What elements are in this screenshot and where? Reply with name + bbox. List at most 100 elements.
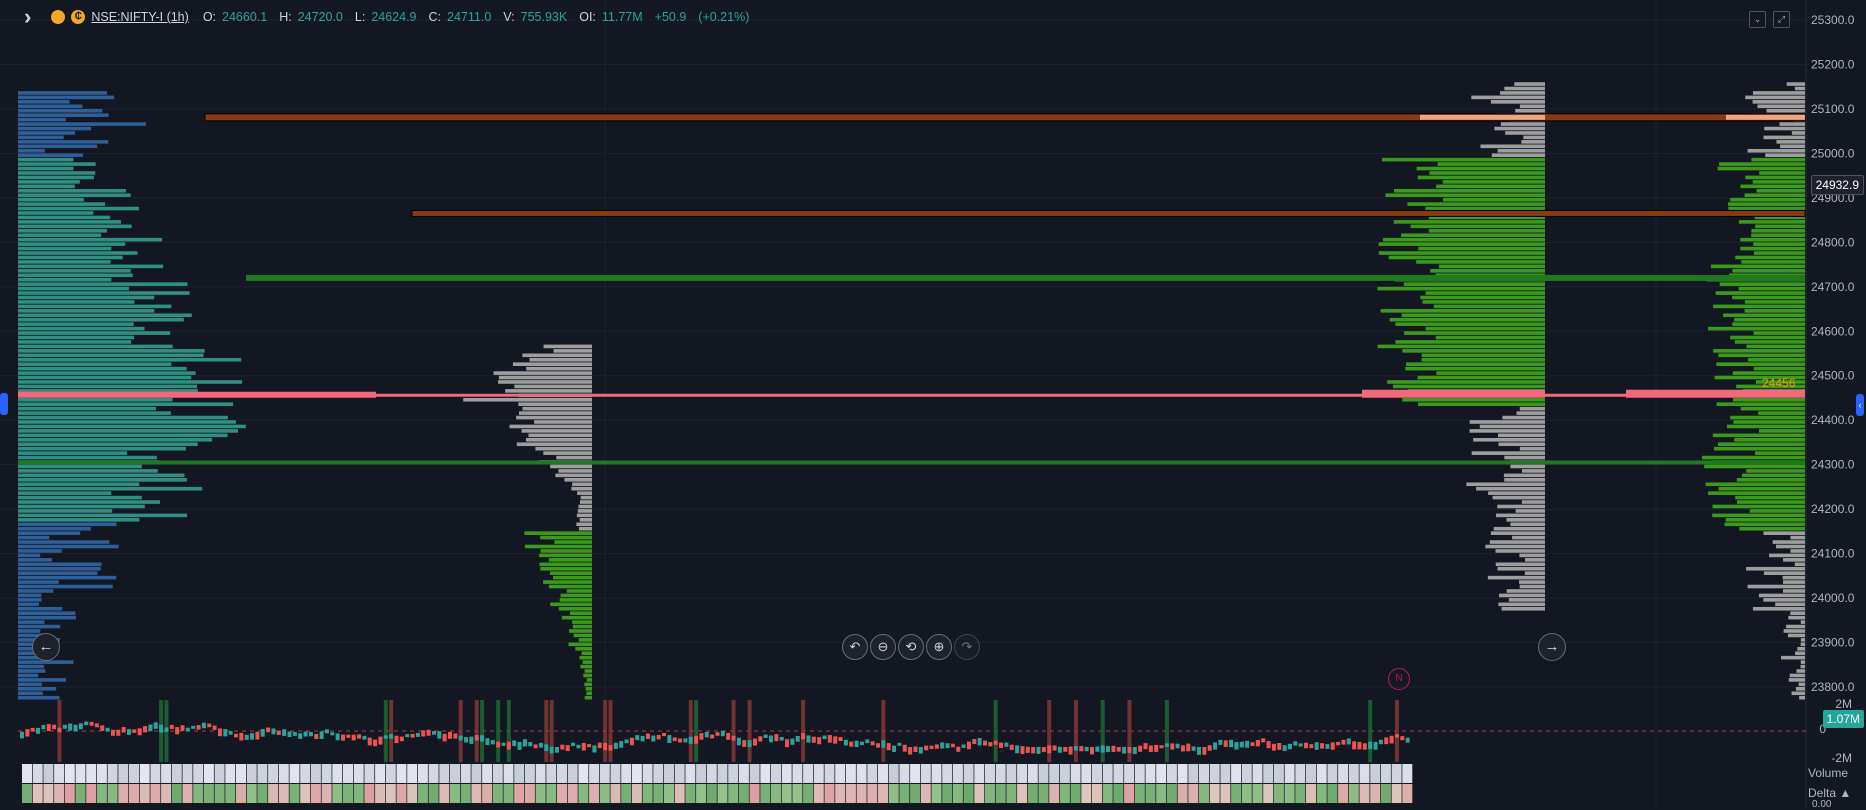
profile-bar-mid xyxy=(584,682,592,687)
profile-bar-c2 xyxy=(1787,633,1805,638)
delta-cell xyxy=(578,784,589,803)
profile-bar-mid xyxy=(586,691,592,696)
delta-cell xyxy=(1049,784,1060,803)
profile-bar-left xyxy=(18,473,185,478)
collapse-pane-button[interactable]: ⌄ xyxy=(1749,11,1766,28)
zoom-out-button[interactable]: ⊖ xyxy=(870,634,896,660)
profile-bar-left xyxy=(18,495,142,500)
delta-cell xyxy=(503,784,514,803)
scroll-back-button[interactable]: ← xyxy=(32,633,60,661)
profile-bar-c1 xyxy=(1502,415,1545,420)
volume-candle xyxy=(453,733,458,739)
event-marker[interactable]: N xyxy=(1388,668,1410,690)
profile-bar-left xyxy=(18,224,132,229)
volume-candle xyxy=(201,722,206,729)
delta-cell xyxy=(1263,764,1274,783)
profile-bar-c2 xyxy=(1704,464,1805,469)
profile-bar-c2 xyxy=(1753,242,1805,246)
right-edge-handle[interactable]: ‹ xyxy=(1856,394,1864,416)
delta-cell xyxy=(664,764,674,783)
delta-pane-label[interactable]: Delta ▲ xyxy=(1808,786,1852,800)
delta-cell xyxy=(1316,784,1327,803)
profile-bar-c2 xyxy=(1752,100,1805,104)
profile-bar-mid xyxy=(548,584,592,589)
volume-candle xyxy=(351,734,356,741)
delta-cell xyxy=(706,764,717,783)
delta-cell xyxy=(878,784,888,803)
profile-bar-left xyxy=(18,184,75,189)
profile-bar-left xyxy=(18,291,190,295)
profile-bar-c2 xyxy=(1758,593,1805,598)
chevron-right-icon[interactable]: › xyxy=(24,4,32,29)
delta-cell xyxy=(43,784,54,803)
redo-button[interactable]: ↷ xyxy=(954,634,980,660)
profile-bar-c1 xyxy=(1500,122,1545,126)
profile-bar-left xyxy=(18,437,213,442)
delta-cell xyxy=(567,784,578,803)
profile-bar-c2 xyxy=(1738,286,1805,291)
profile-bar-left xyxy=(18,384,198,389)
delta-cell xyxy=(1113,764,1124,783)
delta-cell xyxy=(171,784,182,803)
delta-cell xyxy=(1338,784,1349,803)
volume-candle xyxy=(908,747,913,755)
volume-candle xyxy=(747,740,752,748)
volume-candle xyxy=(1282,745,1287,752)
volume-candle xyxy=(234,733,238,738)
volume-candle xyxy=(1239,741,1244,748)
volume-candle xyxy=(629,737,634,746)
delta-cell xyxy=(1402,784,1413,803)
profile-bar-left xyxy=(18,535,50,540)
profile-bar-mid xyxy=(522,406,592,411)
volume-candle xyxy=(1057,746,1062,753)
currency-icon: ₵ xyxy=(71,10,86,24)
volume-candle xyxy=(1330,742,1335,750)
undo-button[interactable]: ↶ xyxy=(842,634,868,660)
profile-bar-mid xyxy=(580,500,592,504)
delta-cell xyxy=(1199,784,1209,803)
price-tick-label: 24000.0 xyxy=(1811,591,1855,605)
delta-cell xyxy=(995,784,1006,803)
profile-bar-mid xyxy=(568,642,592,647)
volume-candle xyxy=(52,724,57,730)
profile-bar-c1 xyxy=(1378,242,1545,246)
profile-bar-c1 xyxy=(1519,584,1545,589)
volume-candle xyxy=(827,735,832,743)
delta-cell xyxy=(321,764,332,783)
profile-bar-left xyxy=(18,429,239,433)
volume-candle xyxy=(1336,741,1341,746)
profile-bar-c2 xyxy=(1745,175,1805,180)
symbol-name[interactable]: NSE:NIFTY-I (1h) xyxy=(91,10,189,24)
volume-candle xyxy=(656,735,661,740)
volume-candle xyxy=(191,725,196,729)
delta-cell xyxy=(589,784,600,803)
profile-bar-mid xyxy=(516,415,592,420)
profile-bar-c1 xyxy=(1498,602,1545,607)
volume-candle xyxy=(239,732,244,741)
delta-cell xyxy=(75,784,86,803)
volume-candle xyxy=(1041,747,1046,753)
volume-candle xyxy=(132,729,137,733)
profile-bar-c1 xyxy=(1416,260,1545,264)
delta-cell xyxy=(1370,764,1381,783)
profile-bar-c2 xyxy=(1775,544,1805,549)
delta-cell xyxy=(1338,764,1349,783)
zoom-in-button[interactable]: ⊕ xyxy=(926,634,952,660)
left-edge-handle[interactable] xyxy=(0,393,8,415)
volume-candle xyxy=(367,737,372,746)
poc-highlight xyxy=(1726,114,1805,120)
profile-bar-mid xyxy=(579,518,592,522)
reset-view-button[interactable]: ⟲ xyxy=(898,634,924,660)
volume-candle xyxy=(383,735,388,739)
volume-candle xyxy=(276,730,281,736)
profile-bar-left xyxy=(18,540,110,544)
scroll-forward-button[interactable]: → xyxy=(1538,633,1566,661)
volume-pane-label[interactable]: Volume xyxy=(1808,766,1849,780)
maximize-pane-button[interactable]: ⤢ xyxy=(1773,11,1790,28)
profile-bar-left xyxy=(18,104,83,109)
delta-cell xyxy=(203,784,214,803)
delta-cell xyxy=(792,764,803,783)
volume-spike xyxy=(506,700,511,762)
volume-candle xyxy=(105,727,110,732)
